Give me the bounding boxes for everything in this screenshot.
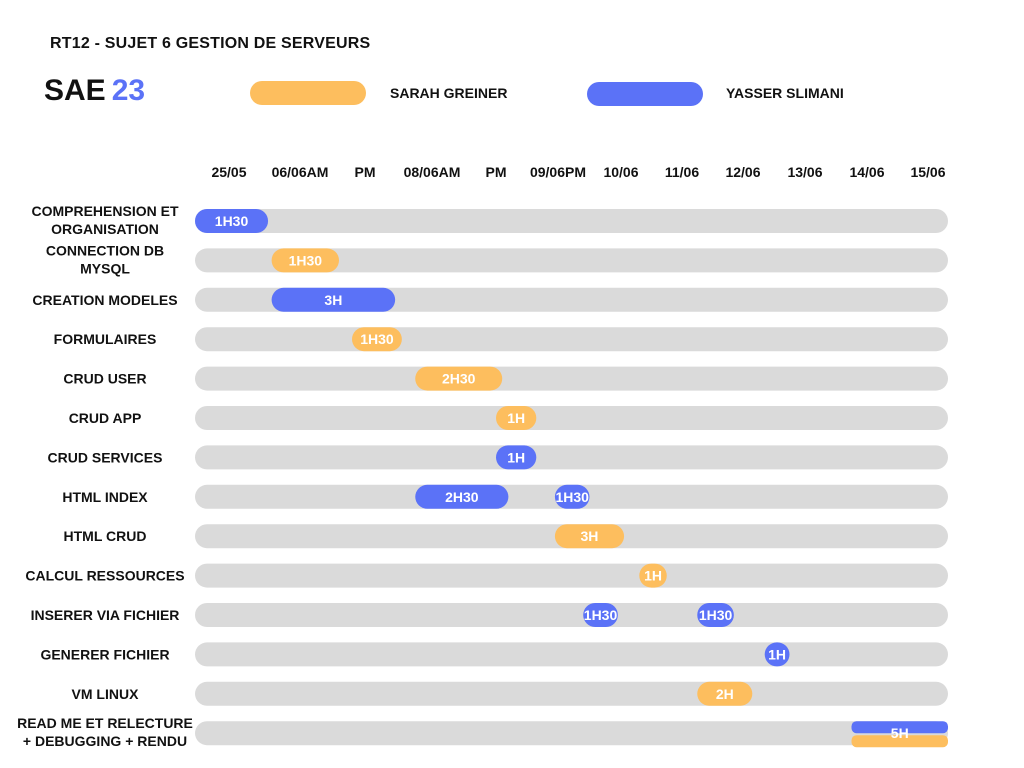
task-bar [639, 563, 667, 588]
task-bar [554, 484, 590, 509]
task-label: READ ME ET RELECTURE [17, 715, 193, 731]
column-header: 13/06 [787, 164, 822, 180]
task-label: VM LINUX [72, 686, 140, 702]
bar-duration-label: 3H [581, 528, 599, 544]
task-label: INSERER VIA FICHIER [31, 607, 180, 623]
bar-duration-label: 1H30 [584, 607, 618, 623]
bar-duration-label: 1H30 [555, 489, 589, 505]
task-bar [415, 484, 509, 509]
logo-main: SAE [44, 74, 106, 107]
column-header: 25/05 [211, 164, 246, 180]
bar-duration-label: 1H [507, 410, 525, 426]
task-bar [496, 445, 537, 470]
task-bar [764, 642, 790, 667]
task-track [195, 642, 948, 667]
task-label: COMPREHENSION ET [31, 203, 178, 219]
task-bar [195, 209, 269, 233]
task-track [195, 209, 948, 233]
task-label: MYSQL [80, 260, 130, 276]
logo: SAE 23 [44, 74, 145, 108]
task-bar [851, 735, 948, 748]
task-bar [851, 721, 948, 734]
task-bar [554, 524, 625, 549]
bar-duration-label: 1H30 [699, 607, 733, 623]
task-bar [352, 327, 402, 352]
legend-label-sarah: SARAH GREINER [390, 85, 508, 101]
column-header: 09/06PM [530, 164, 586, 180]
task-label: ORGANISATION [51, 221, 159, 237]
legend-swatch-sarah [250, 81, 366, 105]
column-header: 15/06 [910, 164, 945, 180]
task-bar [415, 366, 503, 391]
task-bar [583, 603, 618, 627]
page-subtitle: RT12 - SUJET 6 GESTION DE SERVEURS [50, 35, 371, 52]
column-header: 11/06 [665, 164, 699, 180]
bar-duration-label: 1H30 [215, 213, 249, 229]
column-header: 08/06AM [404, 164, 461, 180]
bar-duration-label: 2H30 [442, 371, 476, 387]
task-bar [271, 248, 339, 273]
bar-duration-label: 1H [644, 568, 662, 584]
task-bar [496, 406, 537, 430]
task-label: CRUD SERVICES [48, 449, 163, 465]
task-bar [271, 287, 396, 312]
column-header: PM [355, 164, 376, 180]
column-header: 06/06AM [272, 164, 329, 180]
bar-duration-label: 2H30 [445, 489, 479, 505]
task-label: FORMULAIRES [54, 331, 157, 347]
column-header: 12/06 [725, 164, 760, 180]
task-track [195, 721, 948, 746]
bar-duration-label: 1H30 [289, 252, 323, 268]
column-header: PM [486, 164, 507, 180]
task-track [195, 563, 948, 588]
task-label: HTML CRUD [64, 528, 147, 544]
column-header: 10/06 [603, 164, 638, 180]
legend-swatch-yasser [587, 82, 703, 106]
bar-duration-label: 2H [716, 686, 734, 702]
task-label: CREATION MODELES [32, 292, 177, 308]
bar-duration-label: 5H [891, 725, 909, 741]
logo-accent: 23 [111, 74, 146, 107]
task-label: GENERER FICHIER [40, 646, 169, 662]
task-label: CALCUL RESSOURCES [25, 568, 184, 584]
task-track [195, 366, 948, 391]
task-track [195, 603, 948, 627]
bar-duration-label: 1H30 [360, 331, 394, 347]
task-bar [697, 681, 753, 706]
bar-duration-label: 3H [324, 292, 342, 308]
task-track [195, 327, 948, 352]
bar-duration-label: 1H [768, 646, 786, 662]
task-label: CRUD APP [69, 410, 142, 426]
task-label: CRUD USER [63, 371, 146, 387]
task-label: + DEBUGGING + RENDU [23, 733, 187, 749]
task-track [195, 681, 948, 706]
task-label: CONNECTION DB [46, 242, 164, 258]
column-header: 14/06 [849, 164, 884, 180]
task-track [195, 445, 948, 470]
bar-duration-label: 1H [507, 449, 525, 465]
task-label: HTML INDEX [62, 489, 148, 505]
legend-label-yasser: YASSER SLIMANI [726, 85, 844, 101]
task-track [195, 248, 948, 273]
task-track [195, 406, 948, 430]
task-bar [697, 603, 734, 627]
